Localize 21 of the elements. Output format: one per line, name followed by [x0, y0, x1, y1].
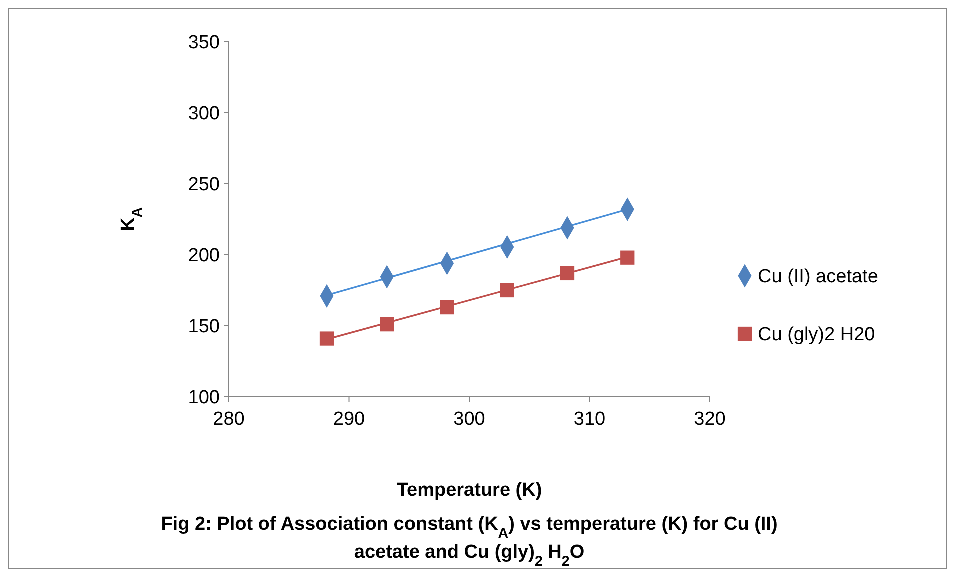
point	[320, 332, 334, 346]
x-tick-label: 280	[213, 409, 245, 430]
point	[560, 266, 575, 281]
x-tick-label: 290	[333, 409, 366, 430]
y-tick-label: 200	[188, 246, 220, 267]
x-tick-label: 300	[454, 409, 486, 430]
legend-label: Cu (II) acetate	[758, 266, 878, 288]
x-tick-label: 320	[694, 409, 726, 430]
point	[440, 300, 454, 315]
y-tick-label: 350	[188, 32, 220, 54]
point	[620, 250, 635, 265]
y-tick-label: 300	[188, 104, 220, 125]
legend-label: Cu (gly)2 H20	[758, 324, 876, 346]
x-axis-title: Temperature (K)	[396, 480, 542, 501]
y-tick-label: 100	[188, 388, 220, 409]
text: Fig 2: Plot of Association constant (K$_{A}$) vs temperature (K) for Cu (II) acetate and Cu (gly)$_{2}$ H$_{2}$O	[161, 514, 778, 570]
point	[500, 283, 514, 298]
y-tick-label: 150	[188, 316, 220, 338]
point	[380, 318, 394, 332]
x-tick-label: 310	[574, 409, 606, 430]
y-tick-label: 250	[188, 174, 220, 196]
